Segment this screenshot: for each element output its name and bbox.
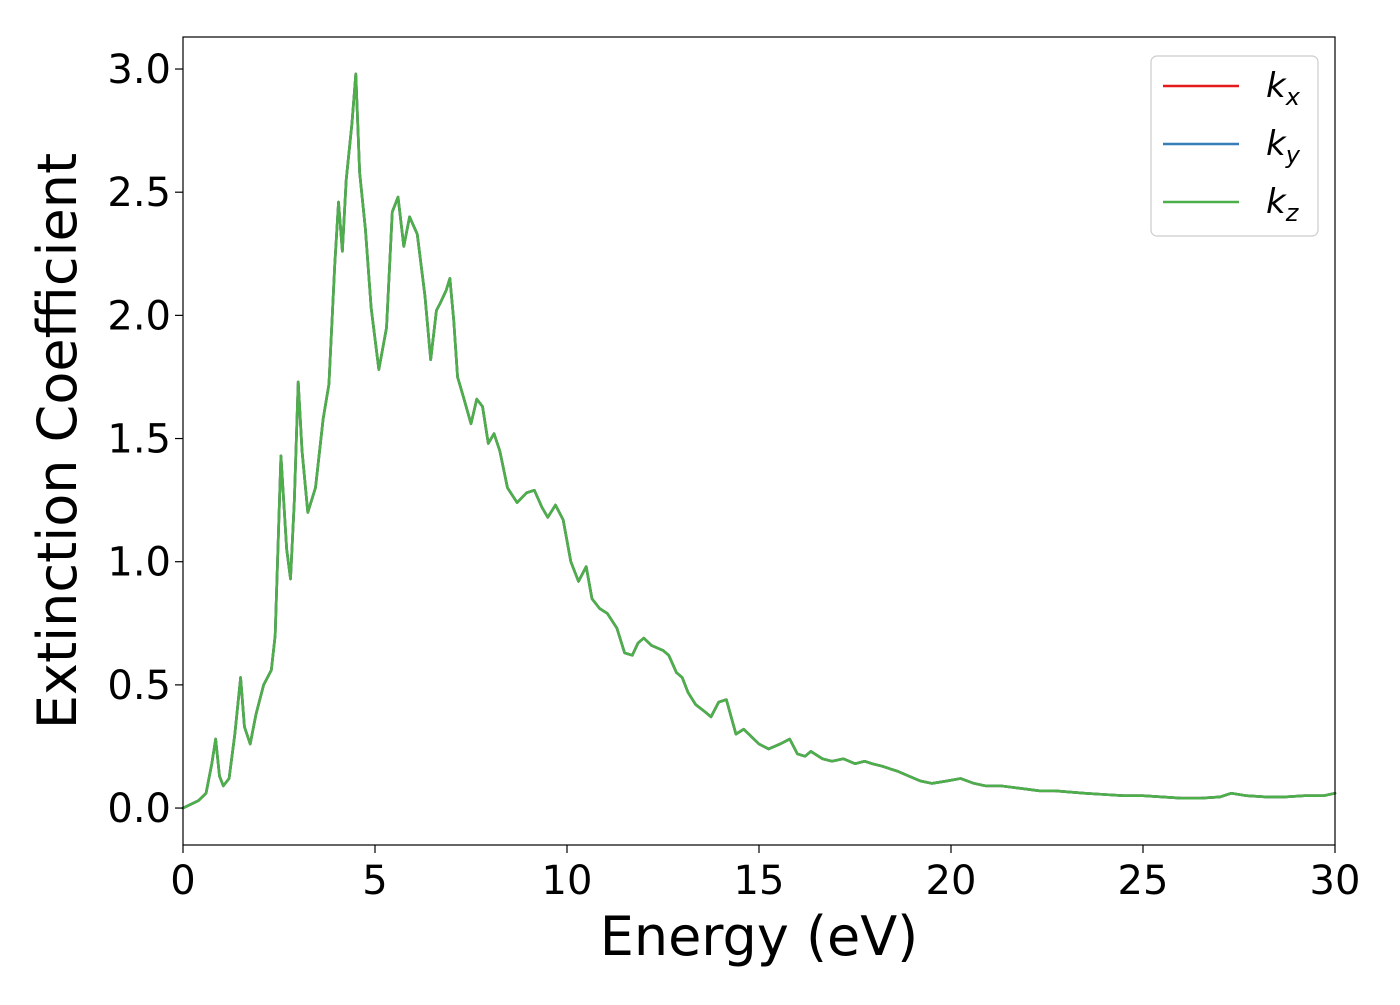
x-tick-label: 5 — [362, 858, 387, 904]
x-tick-label: 30 — [1310, 858, 1361, 904]
x-axis-ticks: 0 5 10 15 20 25 30 — [170, 845, 1360, 904]
y-axis-title: Extinction Coefficient — [26, 153, 89, 729]
x-tick-label: 0 — [170, 858, 195, 904]
legend-label-kz: kz — [1266, 182, 1300, 227]
y-tick-label: 0.5 — [107, 663, 171, 709]
y-tick-label: 1.5 — [107, 417, 171, 463]
x-tick-label: 25 — [1118, 858, 1169, 904]
y-tick-label: 2.5 — [107, 170, 171, 216]
series-layer — [181, 72, 1337, 810]
y-tick-label: 1.0 — [107, 540, 171, 586]
legend-box — [1150, 55, 1319, 237]
y-tick-label: 2.0 — [107, 293, 171, 339]
series-line-kz — [181, 72, 1337, 810]
y-tick-label: 3.0 — [107, 47, 171, 93]
y-tick-label: 0.0 — [107, 786, 171, 832]
legend-label-kx: kx — [1266, 66, 1301, 111]
legend-label-ky: ky — [1266, 124, 1301, 169]
y-axis-ticks: 0.0 0.5 1.0 1.5 2.0 2.5 3.0 — [107, 47, 183, 832]
x-tick-label: 20 — [926, 858, 977, 904]
x-tick-label: 15 — [734, 858, 785, 904]
legend: kx ky kz — [1150, 55, 1319, 237]
x-tick-label: 10 — [542, 858, 593, 904]
x-axis-title: Energy (eV) — [600, 905, 919, 968]
